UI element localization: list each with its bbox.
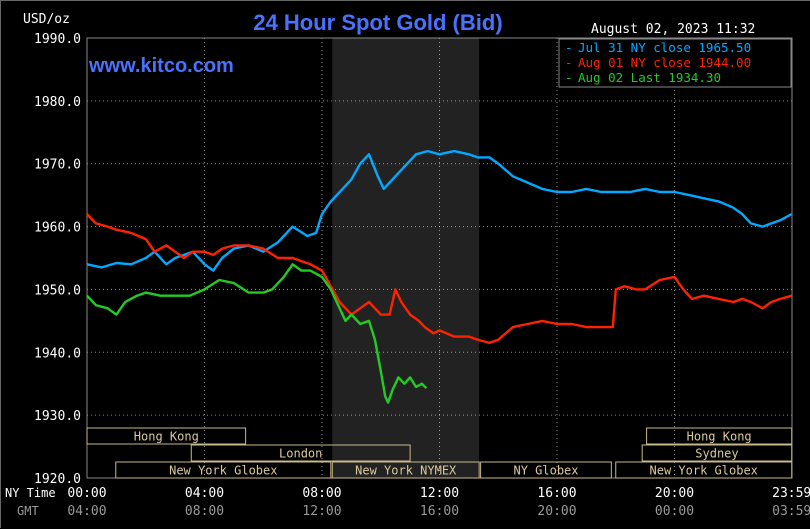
- y-tick-label: 1960.0: [34, 221, 81, 236]
- y-tick-label: 1990.0: [34, 32, 81, 47]
- chart-timestamp: August 02, 2023 11:32: [591, 22, 755, 37]
- series-line: [86, 149, 793, 272]
- y-tick-label: 1950.0: [34, 283, 81, 298]
- x-tick-label-ny: 20:00: [655, 486, 694, 501]
- market-session-label: New York NYMEX: [355, 464, 457, 478]
- x-tick-label-gmt: 00:00: [655, 504, 694, 519]
- x-tick-label-gmt: 20:00: [537, 504, 576, 519]
- y-tick-label: 1940.0: [34, 346, 81, 361]
- market-session-box: [115, 461, 332, 479]
- market-session-label: London: [279, 447, 322, 461]
- x-axis-gmt-label: GMT: [17, 504, 39, 518]
- series-line: [86, 213, 793, 345]
- x-tick-label-gmt: 03:59: [772, 504, 810, 519]
- x-tick-label-gmt: 08:00: [185, 504, 224, 519]
- x-tick-label-gmt: 16:00: [420, 504, 459, 519]
- market-session-label: Sydney: [695, 447, 738, 461]
- kitco-watermark: www.kitco.com: [88, 55, 234, 77]
- x-tick-label-ny: 00:00: [67, 486, 106, 501]
- legend-entry: Aug 02 Last 1934.30: [578, 70, 721, 85]
- market-session-label: Hong Kong: [134, 430, 199, 444]
- y-tick-label: 1980.0: [34, 95, 81, 110]
- x-tick-label-ny: 16:00: [537, 486, 576, 501]
- x-tick-label-gmt: 12:00: [302, 504, 341, 519]
- market-session-label: Hong Kong: [687, 430, 752, 444]
- market-session-box: [331, 461, 480, 479]
- series-line: [86, 263, 428, 404]
- x-tick-label-ny: 04:00: [185, 486, 224, 501]
- market-session-box: [641, 444, 793, 462]
- legend-box: [558, 38, 792, 88]
- x-tick-label-ny: 12:00: [420, 486, 459, 501]
- y-tick-label: 1920.0: [34, 472, 81, 487]
- market-session-label: New York Globex: [169, 464, 277, 478]
- x-tick-label-gmt: 04:00: [67, 504, 106, 519]
- legend-entry: Aug 01 NY close 1944.00: [578, 55, 751, 70]
- market-session-label: New York Globex: [650, 464, 758, 478]
- y-tick-label: 1970.0: [34, 158, 81, 173]
- nymex-shaded-region: [332, 38, 480, 478]
- legend-entry-marker: -: [565, 55, 573, 70]
- market-session-box: [615, 461, 793, 479]
- x-tick-label-ny: 23:59: [772, 486, 810, 501]
- market-session-box: [480, 461, 612, 479]
- x-axis-ny-label: NY Time: [5, 486, 56, 500]
- market-session-label: NY Globex: [513, 464, 578, 478]
- y-tick-label: 1930.0: [34, 409, 81, 424]
- legend-entry: Jul 31 NY close 1965.50: [578, 40, 751, 55]
- market-session-box: [86, 427, 247, 445]
- legend-entry-marker: -: [565, 70, 573, 85]
- chart-title: 24 Hour Spot Gold (Bid): [253, 10, 502, 35]
- legend-entry-marker: -: [565, 40, 573, 55]
- market-session-box: [190, 444, 411, 462]
- market-session-box: [646, 427, 793, 445]
- y-axis-label: USD/oz: [23, 12, 70, 27]
- x-tick-label-ny: 08:00: [302, 486, 341, 501]
